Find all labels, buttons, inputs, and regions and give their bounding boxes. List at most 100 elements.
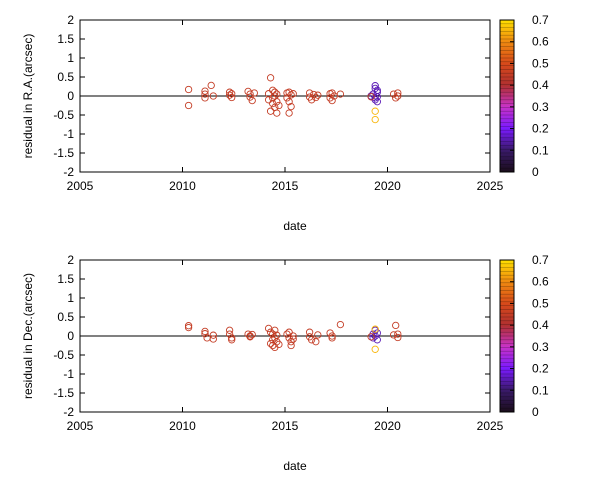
data-point (336, 320, 345, 329)
data-point (246, 332, 254, 340)
y-tick-label: 1 (67, 291, 74, 305)
data-point (184, 85, 193, 94)
data-point (392, 321, 400, 330)
colorbar-gradient (499, 259, 515, 413)
data-point (184, 322, 193, 330)
x-tick-label: 2005 (67, 419, 94, 433)
data-point (394, 333, 402, 342)
colorbar-tick-label: 0.4 (532, 318, 549, 332)
x-tick-label: 2020 (374, 419, 401, 433)
data-point (264, 324, 273, 333)
x-axis-label: date (283, 219, 307, 233)
colorbar-tick-label: 0.3 (532, 340, 549, 354)
data-point (336, 90, 345, 98)
data-point (184, 101, 193, 110)
data-point (207, 81, 215, 90)
colorbar-tick-label: 0.2 (532, 122, 549, 136)
colorbar-tick-label: 0.6 (532, 35, 549, 49)
x-tick-label: 2015 (272, 419, 299, 433)
data-point (373, 336, 381, 344)
data-point (271, 88, 279, 96)
data-point (264, 96, 273, 104)
data-point (271, 326, 279, 334)
data-point (367, 93, 375, 101)
y-axis-label: residual in Dec.(arcsec) (21, 273, 35, 399)
data-point (389, 90, 398, 98)
data-point (285, 334, 293, 342)
colorbar: 0.7 0.6 0.5 0.4 0.3 0.2 0.1 0 (499, 253, 549, 419)
data-point (266, 74, 275, 82)
data-point (228, 90, 236, 98)
colorbar-tick-label: 0.1 (532, 143, 549, 157)
data-point (289, 332, 297, 340)
x-tick-label: 2005 (67, 179, 94, 193)
y-axis-label: residual in R.A.(arcsec) (21, 34, 35, 159)
colorbar-tick-label: 0.1 (532, 383, 549, 397)
data-point (250, 89, 258, 97)
colorbar-tick-label: 0.4 (532, 78, 549, 92)
data-point (371, 82, 379, 90)
data-point (289, 90, 297, 98)
y-tick-label: 0.5 (57, 70, 74, 84)
y-tick-label: -1.5 (53, 146, 74, 160)
y-tick-label: -1 (63, 367, 74, 381)
data-point (314, 331, 322, 339)
y-tick-label: 1 (67, 51, 74, 65)
data-point (275, 340, 283, 349)
data-point (373, 98, 381, 106)
y-tick-label: -2 (63, 165, 74, 179)
data-point (371, 325, 379, 333)
x-tick-label: 2025 (477, 179, 504, 193)
y-tick-label: -0.5 (53, 108, 74, 122)
data-point (287, 91, 295, 99)
colorbar-tick-label: 0.7 (532, 253, 549, 267)
data-point (246, 90, 254, 98)
colorbar-tick-label: 0.5 (532, 56, 549, 70)
data-point (228, 336, 236, 344)
data-point (201, 94, 209, 102)
y-tick-label: 2 (67, 13, 74, 27)
data-point (269, 330, 277, 338)
data-point (371, 345, 379, 353)
y-tick-label: -2 (63, 405, 74, 419)
data-point (289, 335, 297, 343)
data-point (269, 336, 277, 344)
x-tick-label: 2010 (169, 179, 196, 193)
colorbar: 0.7 0.6 0.5 0.4 0.3 0.2 0.1 0 (499, 13, 549, 179)
y-tick-label: 1.5 (57, 32, 74, 46)
data-point (371, 84, 379, 93)
data-point (285, 109, 293, 117)
data-point (305, 89, 314, 97)
data-point (184, 323, 193, 332)
data-point (287, 341, 295, 350)
data-point (201, 327, 209, 336)
data-point (328, 96, 336, 105)
data-point (285, 98, 293, 106)
colorbar-tick-label: 0.7 (532, 13, 549, 27)
data-point (307, 336, 316, 344)
data-point (248, 330, 256, 339)
colorbar-tick-label: 0.2 (532, 362, 549, 376)
data-point (266, 107, 275, 115)
data-point (369, 334, 377, 342)
data-point (367, 333, 375, 341)
data-point (328, 332, 336, 340)
data-point (228, 334, 236, 342)
data-point (389, 331, 398, 339)
colorbar-tick-label: 0 (532, 165, 539, 179)
y-tick-label: 1.5 (57, 272, 74, 286)
data-point (373, 88, 381, 96)
x-tick-label: 2020 (374, 179, 401, 193)
data-point (285, 328, 293, 336)
data-point (392, 94, 400, 102)
colorbar-tick-label: 0.3 (532, 100, 549, 114)
data-point (273, 109, 281, 117)
colorbar-tick-label: 0.6 (532, 275, 549, 289)
data-point (394, 89, 402, 97)
data-point (371, 107, 379, 115)
y-tick-label: -1.5 (53, 386, 74, 400)
data-point (273, 98, 281, 106)
